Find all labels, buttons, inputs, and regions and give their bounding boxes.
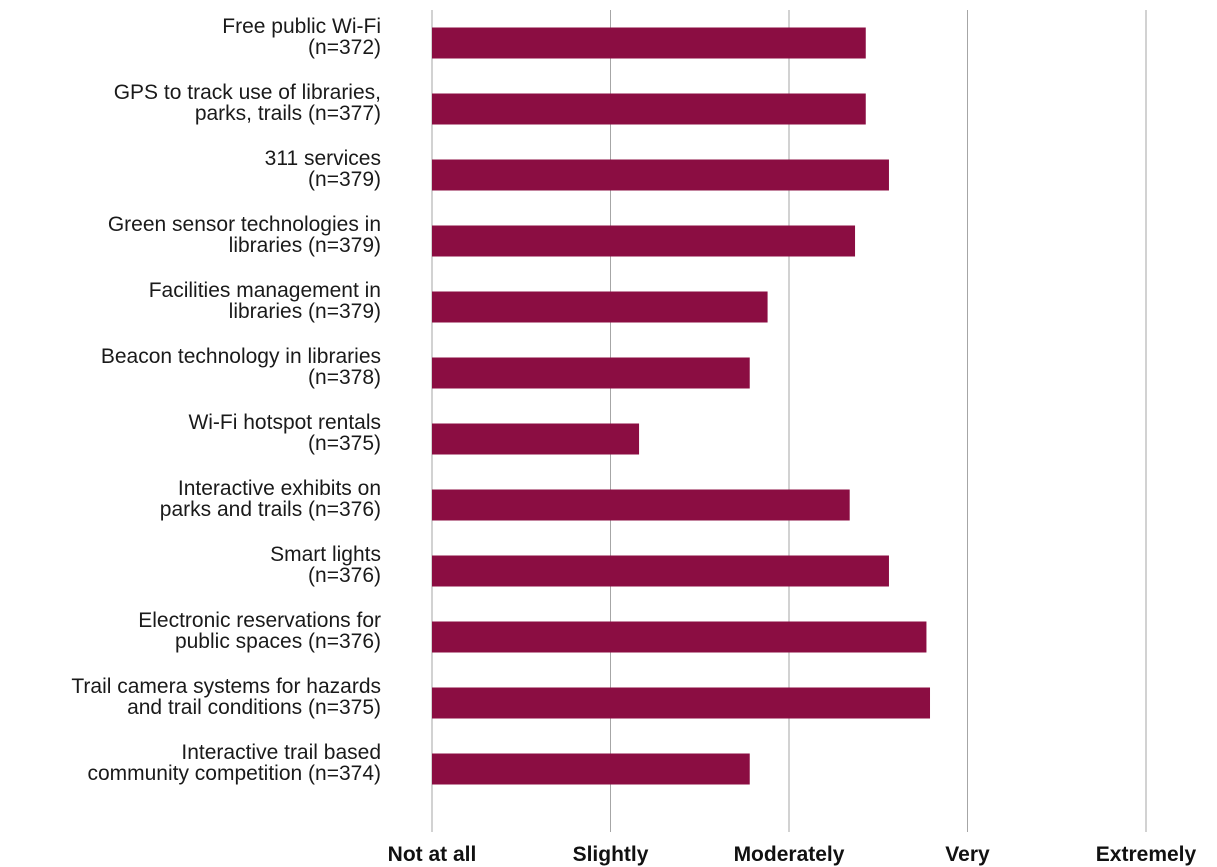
bar-1 xyxy=(432,27,866,59)
category-label-line: Trail camera systems for hazards xyxy=(71,675,381,698)
category-label: Beacon technology in libraries (n=378) xyxy=(1,346,381,388)
category-label: Wi-Fi hotspot rentals (n=375) xyxy=(1,412,381,454)
category-label: Interactive trail based community competi… xyxy=(1,742,381,784)
bar-3 xyxy=(432,159,889,191)
category-label-line: Green sensor technologies in xyxy=(107,213,381,236)
category-label-line: (n=372) xyxy=(308,36,381,59)
category-label: Interactive exhibits on parks and trails … xyxy=(1,478,381,520)
bar-10 xyxy=(432,621,927,653)
bar-8 xyxy=(432,489,850,521)
category-label: Green sensor technologies in libraries (n… xyxy=(1,214,381,256)
x-tick-label: Very xyxy=(945,843,990,866)
bar-12 xyxy=(432,753,750,785)
category-label-line: (n=378) xyxy=(308,366,381,389)
category-label-line: community competition (n=374) xyxy=(87,762,381,785)
category-label: Facilities management in libraries (n=379… xyxy=(1,280,381,322)
category-label: Smart lights (n=376) xyxy=(1,544,381,586)
category-label-line: (n=379) xyxy=(308,168,381,191)
category-label-line: libraries (n=379) xyxy=(228,234,381,257)
category-label-line: Beacon technology in libraries xyxy=(100,345,381,368)
category-label-line: Wi-Fi hotspot rentals xyxy=(188,411,381,434)
category-label-line: public spaces (n=376) xyxy=(174,630,381,653)
category-label: Electronic reservations for public spaces… xyxy=(1,610,381,652)
x-tick-label: Extremely xyxy=(1095,843,1197,866)
category-label-line: GPS to track use of libraries, xyxy=(113,81,381,104)
bar-9 xyxy=(432,555,889,587)
category-label: Trail camera systems for hazards and trai… xyxy=(1,676,381,718)
category-label-line: libraries (n=379) xyxy=(228,300,381,323)
category-label-line: Electronic reservations for xyxy=(138,609,381,632)
category-label-line: Interactive exhibits on xyxy=(177,477,381,500)
category-label-line: Interactive trail based xyxy=(181,741,381,764)
category-label-line: and trail conditions (n=375) xyxy=(127,696,381,719)
category-label-line: (n=375) xyxy=(308,432,381,455)
bar-2 xyxy=(432,93,866,125)
bar-4 xyxy=(432,225,856,257)
x-tick-label: Slightly xyxy=(572,843,649,866)
bar-5 xyxy=(432,291,768,323)
category-label-line: (n=376) xyxy=(308,564,381,587)
category-label: GPS to track use of libraries, parks, tra… xyxy=(1,82,381,124)
category-label: Free public Wi-Fi (n=372) xyxy=(1,16,381,58)
x-tick-label: Not at all xyxy=(387,843,477,866)
category-label-line: Smart lights xyxy=(270,543,381,566)
bar-11 xyxy=(432,687,931,719)
bar-6 xyxy=(432,357,750,389)
category-label-line: Free public Wi-Fi xyxy=(222,15,381,38)
category-label-line: 311 services xyxy=(264,147,381,170)
category-label-line: parks and trails (n=376) xyxy=(159,498,381,521)
bar-7 xyxy=(432,423,640,455)
category-label-line: Facilities management in xyxy=(148,279,381,302)
category-label-line: parks, trails (n=377) xyxy=(194,102,381,125)
x-tick-label: Moderately xyxy=(733,843,845,866)
category-label: 311 services (n=379) xyxy=(1,148,381,190)
